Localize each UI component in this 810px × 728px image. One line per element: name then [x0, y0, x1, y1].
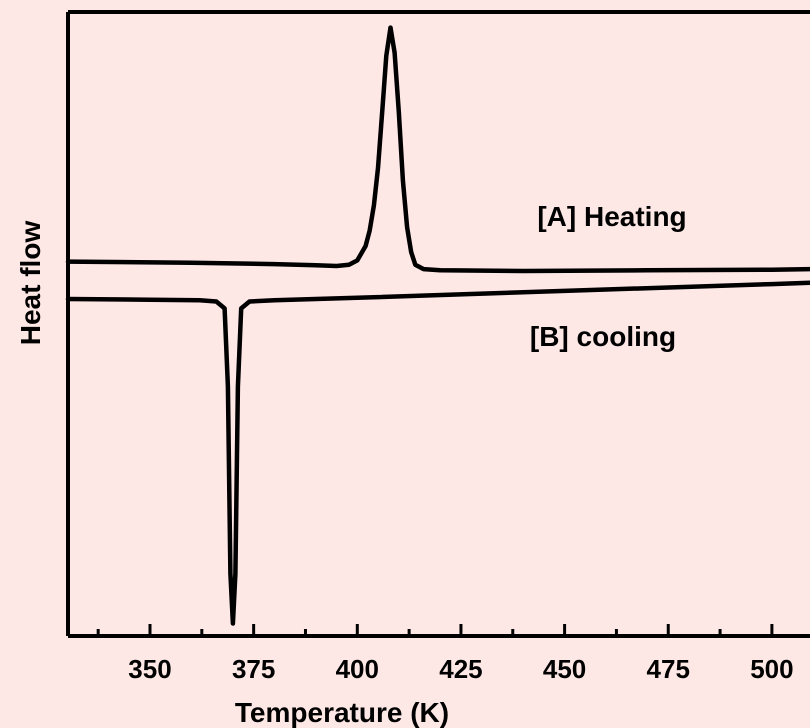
y-axis-label: Heat flow — [15, 221, 46, 346]
annotation-cooling: [B] cooling — [530, 321, 676, 352]
cooling-curve — [65, 280, 810, 626]
x-tick-label: 500 — [750, 654, 793, 684]
x-tick-label: 425 — [439, 654, 482, 684]
x-axis-label: Temperature (K) — [235, 697, 449, 728]
x-tick-label: 400 — [336, 654, 379, 684]
plot-frame — [66, 10, 810, 638]
x-tick-label: 350 — [128, 654, 171, 684]
annotation-heating: [A] Heating — [537, 201, 686, 232]
x-tick-label: 475 — [647, 654, 690, 684]
x-ticks — [96, 624, 774, 636]
heating-curve — [65, 25, 810, 274]
series — [65, 25, 810, 626]
x-tick-label: 375 — [232, 654, 275, 684]
x-tick-label: 450 — [543, 654, 586, 684]
x-tick-labels: 350 375 400 425 450 475 500 — [128, 654, 793, 684]
